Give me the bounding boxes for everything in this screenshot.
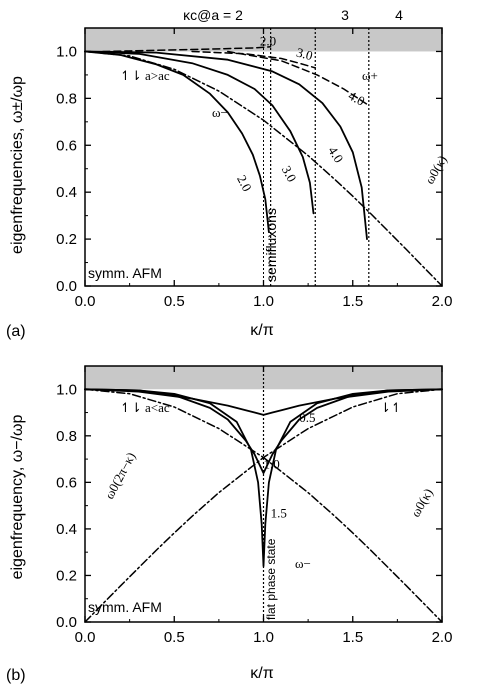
panel-a-regime-label: ↿⇂ a>ac <box>120 68 170 83</box>
panel-a-xtick-label: 1.0 <box>253 293 274 310</box>
panel-a-xlabel: κ/π <box>250 322 273 339</box>
panel-a-top-label-3: 3 <box>341 7 349 23</box>
panel-b-xlabel: κ/π <box>250 665 273 682</box>
panel-a-xtick-label: 2.0 <box>432 293 453 310</box>
panel-a-series-label-0: 2.0 <box>234 172 255 193</box>
panel-a-ytick-label: 0.4 <box>56 184 77 201</box>
panel-a-ytick-label: 0.6 <box>56 137 77 154</box>
panel-b-omega0-left-label: ω0(2π−κ) <box>101 450 138 502</box>
panel-a-series-label-3: 2.0 <box>260 34 276 49</box>
panel-a-ytick-label: 0.8 <box>56 90 77 107</box>
panel-a-series-label-2: 4.0 <box>325 144 346 166</box>
panel-b-flat-phase-wrapper: flat phase state <box>266 538 278 620</box>
panel-a-xtick-label: 0.5 <box>164 293 185 310</box>
panel-b-regime-label: ↿⇂ a<ac <box>120 400 170 415</box>
panel-a-top-label-kc: κc@a = 2 <box>183 7 243 23</box>
panel-b-series-label-1: 1.0 <box>264 456 280 471</box>
panel-a-ytick-label: 0.2 <box>56 231 77 248</box>
panel-b-xtick-label: 0.5 <box>164 629 185 646</box>
panel-b-omega-minus-label: ω− <box>295 556 311 571</box>
panel-b-omega0-right-label: ω0(κ) <box>408 486 436 520</box>
panel-a-label: (a) <box>6 323 26 340</box>
panel-b-series-2-solid <box>84 388 443 567</box>
panel-a-series-2-solid <box>84 50 368 240</box>
panel-a-omega-plus-label: ω+ <box>362 68 378 83</box>
panel-b-series-4-dashdot <box>84 388 443 623</box>
panel-b-frame <box>84 365 443 623</box>
panel-a-series-0-solid <box>84 50 270 233</box>
panel-a-system-label: symm. AFM <box>88 265 162 281</box>
panel-a-xtick-label: 1.5 <box>342 293 363 310</box>
panel-b-ytick-label: 0.0 <box>56 614 77 631</box>
panel-b-updown-label: ⇂↿ <box>380 400 402 415</box>
panel-b-flat-phase-label: flat phase state <box>266 538 278 620</box>
panel-a-ytick-label: 1.0 <box>56 43 77 60</box>
panel-b-ytick-label: 0.4 <box>56 521 77 538</box>
panel-a-plot: 0.0 0.5 1.0 1.5 2.0 0.0 0.2 0.4 0.6 0.8 1.0 2.0 3.0 4… <box>56 27 453 310</box>
panel-b-ytick-label: 1.0 <box>56 381 77 398</box>
panel-b-series-1-solid <box>84 388 443 474</box>
panel-a-series-5-dashed <box>227 50 370 107</box>
panel-a-series-6-dashdot <box>84 50 443 287</box>
panel-a-series-label-1: 3.0 <box>279 163 300 184</box>
panel-a-ylabel: eigenfrequencies, ω±/ωp <box>9 76 26 254</box>
panel-a-series-4-dashed <box>191 50 317 69</box>
panel-b-ytick-label: 0.2 <box>56 567 77 584</box>
panel-b-series-label-2: 1.5 <box>271 505 287 520</box>
panel-a-omega-minus-label: ω− <box>212 105 228 120</box>
panel-a-series-label-5: 4.0 <box>346 88 367 109</box>
panel-b-xtick-label: 1.0 <box>253 629 274 646</box>
panel-b-system-label: symm. AFM <box>88 599 162 615</box>
panel-a-series-1-solid <box>84 50 315 215</box>
panel-a-frame <box>84 27 443 287</box>
panel-b-xtick-label: 2.0 <box>432 629 453 646</box>
panel-a-xtick-label: 0.0 <box>75 293 96 310</box>
panel-a-series-label-4: 3.0 <box>295 45 315 64</box>
panel-b-label: (b) <box>6 667 26 684</box>
panel-b-plot: 0.0 0.5 1.0 1.5 2.0 0.0 0.2 0.4 0.6 0.8 1.0 0.5 1.0 1… <box>56 365 453 646</box>
panel-b-xtick-label: 0.0 <box>75 629 96 646</box>
panel-b-ylabel: eigenfrequency, ω−/ωp <box>9 415 26 580</box>
panel-a-ytick-label: 0.0 <box>56 278 77 295</box>
panel-a-series-3-dashed <box>102 46 272 53</box>
panel-b-series-3-dashdot <box>84 388 443 623</box>
panel-b-xtick-label: 1.5 <box>342 629 363 646</box>
panel-b-series-label-0: 0.5 <box>299 410 315 425</box>
panel-b-ytick-label: 0.8 <box>56 428 77 445</box>
panel-b-ytick-label: 0.6 <box>56 474 77 491</box>
panel-a-omega0-label: ω0(κ) <box>422 153 450 187</box>
panel-a-top-label-4: 4 <box>395 7 403 23</box>
